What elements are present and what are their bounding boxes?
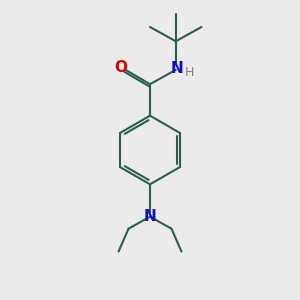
Text: N: N [144,209,156,224]
Text: O: O [114,60,127,75]
Text: N: N [170,61,183,76]
Text: H: H [185,66,194,79]
